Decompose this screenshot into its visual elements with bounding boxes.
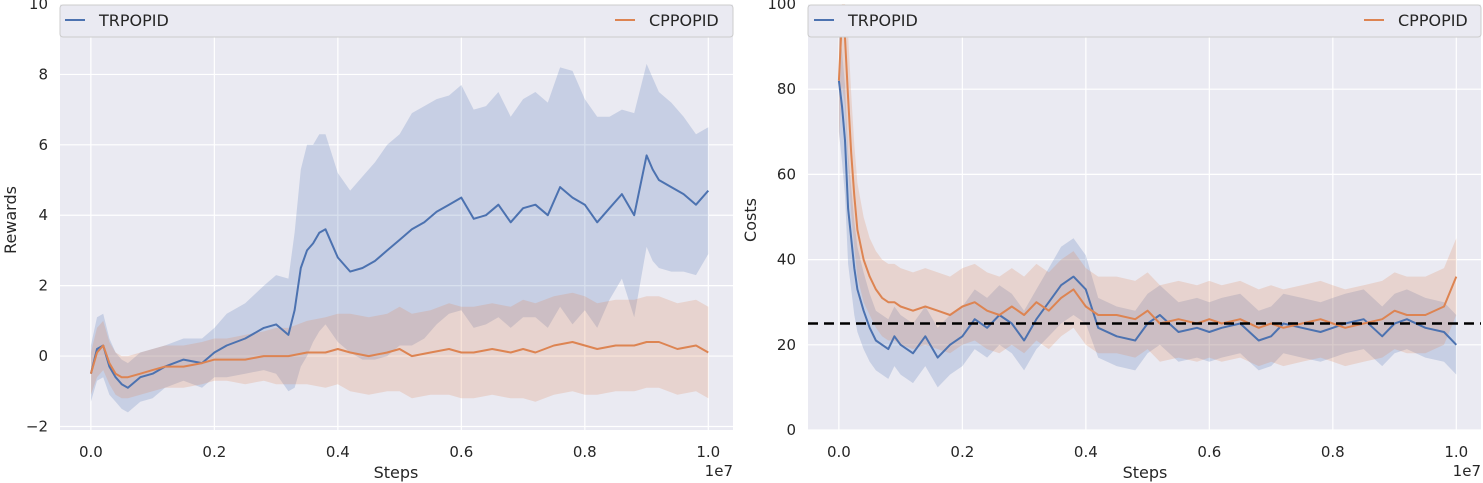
costs-y-tick-label: 40 xyxy=(777,251,796,269)
costs-lines xyxy=(837,15,1458,359)
costs-legend-box xyxy=(807,4,1482,38)
rewards-y-tick-label: −2 xyxy=(26,417,48,435)
costs-y-tick-label: 100 xyxy=(767,0,796,13)
rewards-grid xyxy=(60,3,733,430)
rewards-x-tick-label: 0.6 xyxy=(449,443,473,461)
rewards-x-tick-label: 0.4 xyxy=(326,443,350,461)
costs-x-axis-label: Steps xyxy=(1123,463,1168,482)
rewards-x-tick-label: 0.2 xyxy=(202,443,226,461)
rewards-band-trpopid xyxy=(90,63,709,413)
rewards-x-tick-label: 0.8 xyxy=(573,443,597,461)
costs-y-axis-label: Costs xyxy=(741,198,760,242)
costs-x-tick-label: 1.0 xyxy=(1444,443,1468,461)
costs-x-ticks: 0.0 0.2 0.4 0.6 0.8 1.0 xyxy=(827,443,1468,461)
costs-panel: 0 20 40 60 80 100 0.0 0.2 0.4 0.6 0.8 1.0 Steps Co… xyxy=(741,0,1482,482)
rewards-legend: TRPOPID CPPOPID xyxy=(59,4,734,38)
costs-y-tick-label: 60 xyxy=(777,165,796,183)
costs-x-tick-label: 0.0 xyxy=(827,443,851,461)
costs-x-offset-label: 1e7 xyxy=(1453,462,1481,480)
costs-x-tick-label: 0.4 xyxy=(1074,443,1098,461)
rewards-line-cppopid xyxy=(89,341,709,379)
costs-line-cppopid xyxy=(837,15,1458,329)
rewards-x-tick-label: 0.0 xyxy=(79,443,103,461)
costs-plot-area xyxy=(808,4,1481,430)
rewards-band-cppopid xyxy=(90,292,709,402)
rewards-legend-cppopid-label: CPPOPID xyxy=(649,11,719,30)
costs-y-tick-label: 0 xyxy=(786,421,796,439)
rewards-x-tick-label: 1.0 xyxy=(696,443,720,461)
costs-band-trpopid xyxy=(838,29,1457,388)
costs-y-tick-label: 20 xyxy=(777,336,796,354)
costs-line-trpopid xyxy=(837,80,1458,359)
costs-x-tick-label: 0.6 xyxy=(1197,443,1221,461)
rewards-y-tick-label: 8 xyxy=(38,65,48,83)
costs-x-tick-label: 0.2 xyxy=(950,443,974,461)
costs-y-tick-label: 80 xyxy=(777,80,796,98)
costs-band-cppopid xyxy=(838,4,1457,367)
rewards-panel: −2 0 2 4 6 8 10 0.0 0.2 0.4 0.6 0.8 1.0 Steps Rewar… xyxy=(1,0,734,482)
costs-bands xyxy=(838,4,1457,388)
rewards-legend-box xyxy=(59,4,734,38)
costs-legend-cppopid-label: CPPOPID xyxy=(1398,11,1468,30)
rewards-x-offset-label: 1e7 xyxy=(705,462,733,480)
costs-legend: TRPOPID CPPOPID xyxy=(807,4,1482,38)
rewards-y-ticks: −2 0 2 4 6 8 10 xyxy=(26,0,48,435)
rewards-y-tick-label: 4 xyxy=(38,206,48,224)
rewards-lines xyxy=(89,154,710,389)
costs-legend-trpopid-label: TRPOPID xyxy=(847,11,918,30)
rewards-x-ticks: 0.0 0.2 0.4 0.6 0.8 1.0 xyxy=(79,443,720,461)
costs-y-ticks: 0 20 40 60 80 100 xyxy=(767,0,796,439)
rewards-x-axis-label: Steps xyxy=(374,463,419,482)
rewards-y-tick-label: 2 xyxy=(38,277,48,295)
rewards-y-tick-label: 10 xyxy=(29,0,48,13)
rewards-y-tick-label: 0 xyxy=(38,347,48,365)
rewards-legend-trpopid-label: TRPOPID xyxy=(98,11,169,30)
rewards-y-axis-label: Rewards xyxy=(1,186,20,254)
rewards-line-trpopid xyxy=(89,154,710,389)
costs-x-tick-label: 0.8 xyxy=(1321,443,1345,461)
rewards-bands xyxy=(90,63,709,413)
rewards-y-tick-label: 6 xyxy=(38,136,48,154)
